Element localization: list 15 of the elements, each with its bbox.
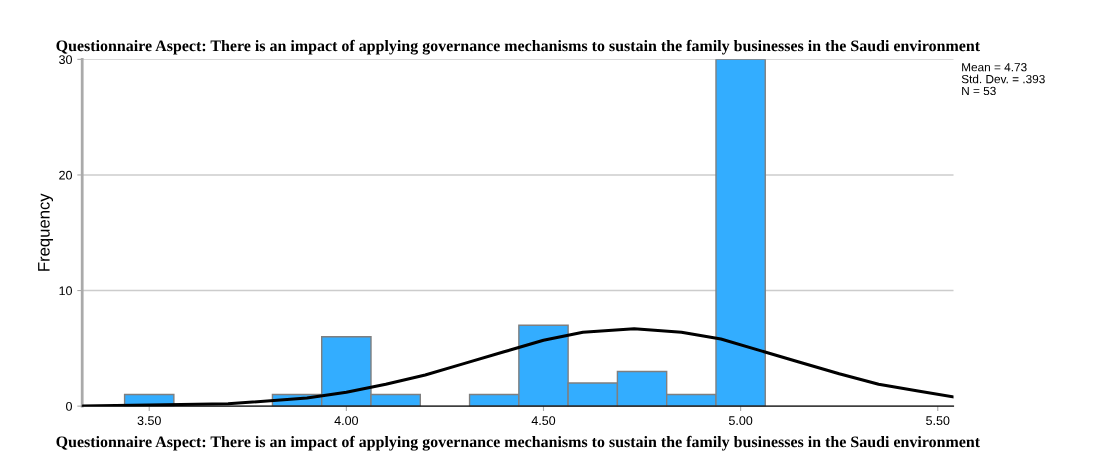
y-tick-label: 10 bbox=[59, 286, 72, 296]
x-tick-label: 3.50 bbox=[137, 416, 161, 426]
text: Mean = 4.73 bbox=[962, 63, 1027, 72]
x-tick-label: 5.00 bbox=[728, 416, 753, 426]
text: Std. Dev. = .393 bbox=[961, 74, 1045, 84]
y-tick-label: 30 bbox=[59, 55, 72, 65]
y-axis-title: Frequency bbox=[38, 193, 54, 271]
x-axis-title: Questionnaire Aspect: There is an impact of applying governance mechanisms to sustain the family businesses in the Saudi environment bbox=[56, 435, 981, 451]
text: N = 53 bbox=[962, 86, 996, 96]
x-tick-label: 4.50 bbox=[531, 416, 556, 426]
y-tick-label: 20 bbox=[59, 170, 72, 180]
x-tick-label: 4.00 bbox=[334, 416, 359, 426]
x-tick-label: 5.50 bbox=[926, 416, 950, 426]
y-tick-label: 0 bbox=[66, 401, 72, 411]
chart-title: Questionnaire Aspect: There is an impact of applying governance mechanisms to sustain the family businesses in the Saudi environment bbox=[56, 39, 981, 55]
